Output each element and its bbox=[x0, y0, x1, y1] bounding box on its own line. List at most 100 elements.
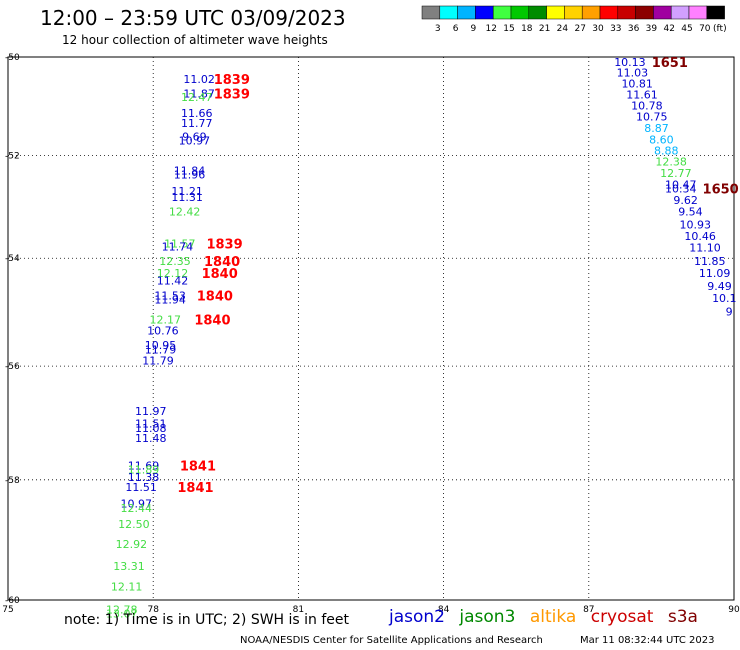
wave-height-label: 10.34 bbox=[665, 182, 697, 195]
color-scale-label: 24 bbox=[557, 24, 569, 34]
color-scale-label: 39 bbox=[646, 24, 658, 34]
pass-time-label: 1651 bbox=[652, 56, 688, 71]
wave-height-label: 11.61 bbox=[626, 88, 658, 101]
wave-height-label: 12.77 bbox=[660, 167, 692, 180]
pass-time-label: 1840 bbox=[197, 289, 233, 304]
wave-height-label: 11.89 bbox=[128, 463, 160, 476]
lat-tick-label: -52 bbox=[5, 151, 20, 161]
wave-height-label: 11.94 bbox=[154, 294, 186, 307]
color-scale-label: 15 bbox=[503, 24, 514, 34]
color-scale-label: 21 bbox=[539, 24, 550, 34]
wave-height-label: 11.85 bbox=[694, 255, 726, 268]
lon-tick-label: 75 bbox=[2, 605, 13, 615]
wave-height-label: 10.75 bbox=[636, 110, 668, 123]
wave-height-label: 10.13 bbox=[614, 56, 646, 69]
satellite-legend-s3a: s3a bbox=[667, 607, 698, 627]
color-scale-label: 45 bbox=[681, 24, 692, 34]
wave-height-label: 11.09 bbox=[699, 267, 731, 280]
color-scale-label: 3 bbox=[435, 24, 441, 34]
page-subtitle: 12 hour collection of altimeter wave hei… bbox=[62, 33, 328, 47]
color-scale-label: 33 bbox=[610, 24, 621, 34]
wave-height-label: 11.69 bbox=[128, 459, 160, 472]
wave-height-label: 12.17 bbox=[150, 314, 182, 327]
color-scale-label: 12 bbox=[485, 24, 496, 34]
page-title: 12:00 – 23:59 UTC 03/09/2023 bbox=[40, 6, 346, 30]
color-scale-label: 18 bbox=[521, 24, 533, 34]
wave-height-label: 10.76 bbox=[147, 324, 179, 337]
wave-height-label: 8.87 bbox=[644, 122, 669, 135]
pass-time-label: 1839 bbox=[206, 238, 242, 253]
footer-timestamp: Mar 11 08:32:44 UTC 2023 bbox=[580, 635, 715, 646]
wave-height-label: 9.54 bbox=[678, 205, 703, 218]
wave-height-label: 13.07 bbox=[106, 608, 138, 621]
wave-height-label: 11.21 bbox=[171, 185, 203, 198]
wave-height-label: 11.02 bbox=[183, 73, 215, 86]
wave-height-label: 11.03 bbox=[617, 66, 649, 79]
wave-height-label: 10.1 bbox=[712, 292, 737, 305]
wave-height-label: 11.66 bbox=[181, 107, 213, 120]
wave-height-label: 11.48 bbox=[135, 432, 167, 445]
wave-height-label: 11.77 bbox=[181, 117, 213, 130]
color-scale-label: 70 bbox=[699, 24, 711, 34]
wave-height-label: 10.46 bbox=[684, 230, 716, 243]
lat-tick-label: -56 bbox=[5, 362, 20, 372]
color-scale-label: 6 bbox=[453, 24, 459, 34]
footer-note: note: 1) Time is in UTC; 2) SWH is in fe… bbox=[64, 612, 350, 628]
wave-height-label: 12.44 bbox=[121, 502, 153, 515]
color-scale-swatch bbox=[706, 5, 725, 20]
map-frame bbox=[7, 56, 735, 601]
lat-tick-label: -58 bbox=[5, 476, 20, 486]
lon-tick-label: 78 bbox=[147, 605, 159, 615]
lat-tick-label: -54 bbox=[5, 254, 20, 264]
wave-height-label: 12.47 bbox=[181, 91, 213, 104]
wave-height-label: 11.38 bbox=[128, 471, 160, 484]
color-scale-label: 30 bbox=[592, 24, 604, 34]
lon-tick-label: 81 bbox=[293, 605, 304, 615]
wave-height-label: 11.97 bbox=[135, 405, 167, 418]
wave-height-label: 12.35 bbox=[159, 255, 191, 268]
wave-height-label: 8.60 bbox=[649, 133, 674, 146]
wave-height-label: 11.79 bbox=[142, 355, 174, 368]
pass-time-label: 1841 bbox=[177, 481, 213, 496]
satellite-legend-jason3: jason3 bbox=[459, 607, 516, 627]
wave-height-label: 10.95 bbox=[145, 339, 177, 352]
pass-time-label: 1839 bbox=[214, 73, 250, 88]
wave-height-label: 10.47 bbox=[665, 179, 697, 192]
pass-time-label: 1841 bbox=[180, 459, 216, 474]
lon-tick-label: 84 bbox=[438, 605, 450, 615]
wave-height-label: 11.10 bbox=[689, 242, 721, 255]
wave-height-label: 11.87 bbox=[183, 87, 215, 100]
lon-tick-label: 90 bbox=[728, 605, 740, 615]
wave-height-label: 12.78 bbox=[106, 603, 138, 616]
wave-height-label: 11.74 bbox=[162, 241, 194, 254]
pass-time-label: 1650 bbox=[703, 182, 739, 197]
color-scale-legend: 3 6 9 12 15 18 21 24 27 30 33 36 39 42 45 70 (ft) bbox=[421, 5, 727, 34]
wave-height-label: 13.31 bbox=[113, 560, 145, 573]
wave-height-label: 12.38 bbox=[655, 155, 687, 168]
wave-height-label: 12.42 bbox=[169, 205, 201, 218]
color-scale-label: 9 bbox=[471, 24, 477, 34]
wave-height-label: 12.12 bbox=[157, 267, 189, 280]
wave-height-label: 11.96 bbox=[174, 169, 206, 182]
wave-height-label: 9.49 bbox=[707, 280, 732, 293]
color-scale-label: 42 bbox=[663, 24, 674, 34]
wave-height-label: 11.51 bbox=[135, 417, 167, 430]
wave-height-label: 9 bbox=[726, 306, 733, 319]
wave-height-label: 11.31 bbox=[171, 191, 203, 204]
wave-height-label: 11.57 bbox=[164, 238, 196, 251]
pass-time-label: 1840 bbox=[204, 255, 240, 270]
wave-height-label: 11.84 bbox=[174, 164, 206, 177]
wave-height-label: 12.11 bbox=[111, 580, 143, 593]
lat-tick-label: -50 bbox=[5, 53, 20, 63]
wave-height-label: 10.81 bbox=[621, 78, 653, 91]
wave-height-label: 11.53 bbox=[154, 289, 186, 302]
wave-height-label: 11.08 bbox=[135, 422, 167, 435]
wave-height-label: 12.50 bbox=[118, 518, 150, 531]
footer-credit: NOAA/NESDIS Center for Satellite Applica… bbox=[240, 635, 543, 646]
satellite-legend-cryosat: cryosat bbox=[590, 607, 654, 627]
wave-height-label: 9.62 bbox=[673, 194, 698, 207]
wave-height-label: 11.79 bbox=[145, 344, 177, 357]
pass-time-label: 1839 bbox=[214, 87, 250, 102]
lat-tick-label: -60 bbox=[5, 596, 20, 606]
